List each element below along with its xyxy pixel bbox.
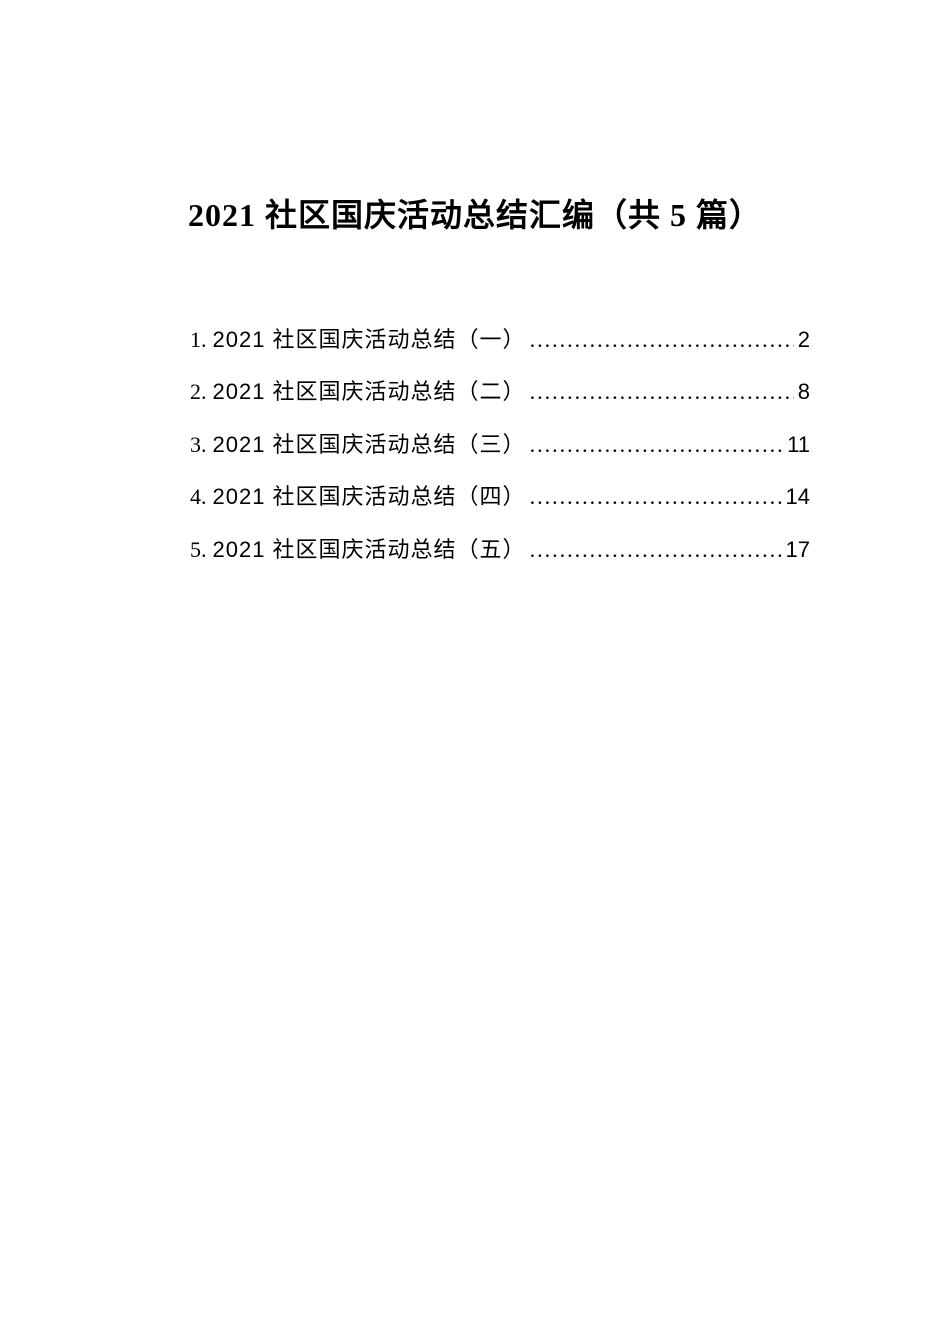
toc-entry: 2. 2021 社区国庆活动总结（二） ....................…: [190, 368, 810, 416]
toc-entry-number: 4.: [190, 473, 207, 521]
toc-dots: ........................................: [530, 473, 782, 521]
toc-entry-text: 2021 社区国庆活动总结（二）: [213, 368, 526, 416]
toc-entry-number: 3.: [190, 421, 207, 469]
toc-entry-text: 2021 社区国庆活动总结（四）: [213, 473, 526, 521]
toc-dots: ........................................: [530, 368, 794, 416]
toc-entry-text: 2021 社区国庆活动总结（五）: [213, 526, 526, 574]
table-of-contents: 1. 2021 社区国庆活动总结（一） ....................…: [120, 316, 830, 574]
toc-entry-number: 1.: [190, 316, 207, 364]
toc-entry-page: 8: [798, 368, 810, 416]
toc-entry-page: 17: [786, 526, 810, 574]
document-title: 2021 社区国庆活动总结汇编（共 5 篇）: [120, 190, 830, 236]
toc-entry: 5. 2021 社区国庆活动总结（五） ....................…: [190, 526, 810, 574]
toc-entry: 4. 2021 社区国庆活动总结（四） ....................…: [190, 473, 810, 521]
toc-entry-page: 11: [787, 421, 810, 469]
toc-entry-number: 2.: [190, 368, 207, 416]
toc-dots: ........................................: [530, 316, 794, 364]
toc-entry: 3. 2021 社区国庆活动总结（三） ....................…: [190, 421, 810, 469]
toc-entry-number: 5.: [190, 526, 207, 574]
toc-entry-text: 2021 社区国庆活动总结（三）: [213, 421, 526, 469]
toc-entry: 1. 2021 社区国庆活动总结（一） ....................…: [190, 316, 810, 364]
toc-entry-page: 2: [798, 316, 810, 364]
toc-entry-page: 14: [786, 473, 810, 521]
toc-entry-text: 2021 社区国庆活动总结（一）: [213, 316, 526, 364]
toc-dots: ........................................: [530, 526, 782, 574]
toc-dots: ........................................: [530, 421, 784, 469]
